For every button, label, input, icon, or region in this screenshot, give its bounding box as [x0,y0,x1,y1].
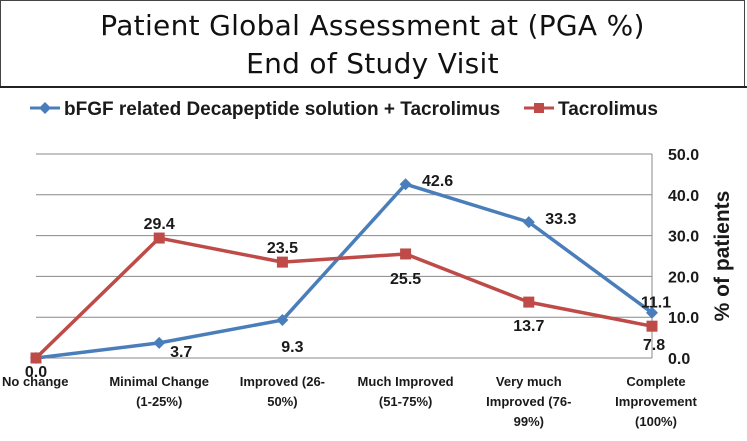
data-label-bfgf-related-decapeptide-solution-tacrolimus-4: 33.3 [545,211,576,228]
y-tick-label-5: 50.0 [668,147,699,164]
chart-title-box: Patient Global Assessment at (PGA %) End… [0,0,745,86]
y-tick-label-2: 20.0 [668,269,699,286]
gridlines [36,153,652,359]
x-tick-label-complete: Complete Improvement (100%) [615,374,697,429]
data-labels: 3.7 9.3 42.6 33.3 11.1 0.0 29.4 23.5 25.5 13.7 7.8 [25,173,671,381]
chart-title-line-1: Patient Global Assessment at (PGA %) [100,9,645,42]
y-tick-label-4: 40.0 [668,188,699,205]
series-line-bfgf-related-decapeptide-solution-tacrolimus [35,182,654,360]
data-label-tacrolimus-0: 0.0 [25,364,47,381]
point-tacrolimus-2 [276,256,288,268]
y-tick-label-0: 0.0 [668,351,690,368]
chart-title-line-2: End of Study Visit [246,47,499,80]
data-label-tacrolimus-3: 25.5 [390,271,421,288]
series-group [30,178,658,364]
legend-marker-tacrolimus [534,103,544,113]
point-tacrolimus-5 [646,320,658,332]
data-label-tacrolimus-2: 23.5 [267,240,298,257]
x-tick-label-much-improved: Much Improved (51-75%) [358,374,454,409]
data-label-bfgf-related-decapeptide-solution-tacrolimus-3: 42.6 [422,173,453,190]
legend-marker-bfgf-related-decapeptide-solution-tacrolimus [39,102,51,114]
point-tacrolimus-1 [153,232,165,244]
data-label-bfgf-related-decapeptide-solution-tacrolimus-1: 3.7 [170,344,192,361]
y-axis: 0.0 10.0 20.0 30.0 40.0 50.0 % of patients [651,147,734,368]
line-chart: bFGF related Decapeptide solution + Tacr… [2,99,734,429]
point-tacrolimus-0 [30,352,42,364]
x-tick-label-minimal-change: Minimal Change (1-25%) [109,374,209,409]
data-label-tacrolimus-1: 29.4 [144,216,175,233]
x-tick-label-very-much: Very much Improved (76-99%) [486,374,571,429]
series-line-tacrolimus [34,236,653,360]
legend-label-bfgf-related-decapeptide-solution-tacrolimus: bFGF related Decapeptide solution + Tacr… [64,99,500,120]
data-label-tacrolimus-5: 7.8 [643,337,665,354]
point-bfgf-related-decapeptide-solution-tacrolimus-4 [522,216,535,229]
x-tick-label-no-change: No change [2,374,68,389]
data-label-bfgf-related-decapeptide-solution-tacrolimus-5: 11.1 [641,295,671,312]
data-label-tacrolimus-4: 13.7 [513,318,544,335]
point-bfgf-related-decapeptide-solution-tacrolimus-5 [646,306,658,319]
title-divider [0,86,747,88]
point-tacrolimus-4 [523,296,535,308]
x-tick-label-improved-26: Improved (26-50%) [240,374,325,409]
y-tick-label-3: 30.0 [668,229,699,246]
point-bfgf-related-decapeptide-solution-tacrolimus-1 [153,336,166,349]
point-tacrolimus-3 [400,248,412,260]
legend: bFGF related Decapeptide solution + Tacr… [30,99,658,120]
y-axis-title: % of patients [711,191,734,322]
point-bfgf-related-decapeptide-solution-tacrolimus-3 [399,178,412,191]
data-label-bfgf-related-decapeptide-solution-tacrolimus-2: 9.3 [281,339,303,356]
y-tick-label-1: 10.0 [668,310,699,327]
legend-label-tacrolimus: Tacrolimus [558,99,658,120]
x-axis: No change Minimal Change (1-25%) Improved (… [2,374,697,429]
point-bfgf-related-decapeptide-solution-tacrolimus-2 [276,314,289,327]
